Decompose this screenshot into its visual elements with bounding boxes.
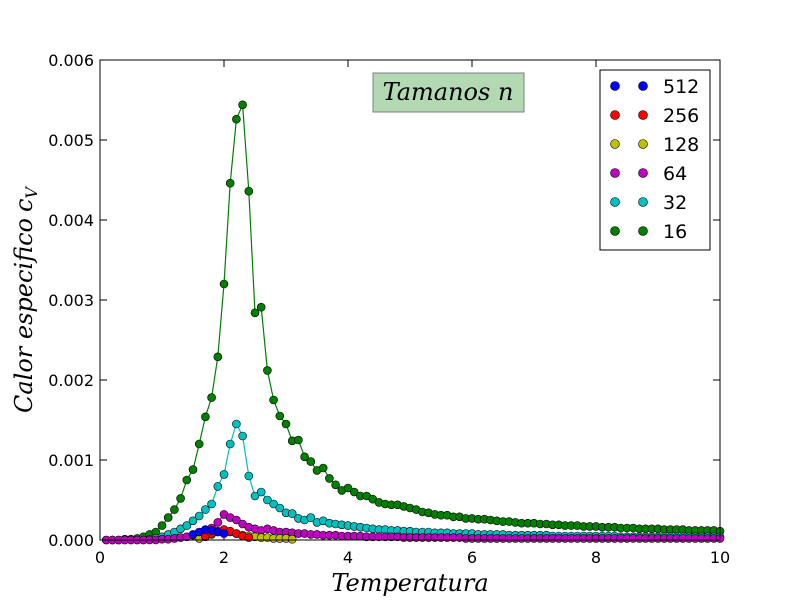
x-tick-label: 0 [95, 548, 105, 567]
data-point [207, 393, 216, 402]
legend-label: 16 [663, 221, 687, 243]
annotation-text: Tamanos n [383, 78, 514, 106]
data-point [188, 465, 198, 474]
y-axis-label-group: Calor especifico cV [10, 186, 41, 413]
x-tick-label: 4 [343, 548, 353, 567]
annotation-box: Tamanos n [372, 72, 525, 113]
data-point [207, 499, 216, 509]
data-point [263, 495, 272, 505]
data-point [201, 412, 210, 422]
data-point [349, 487, 359, 497]
legend-marker [610, 81, 620, 91]
legend-label: 64 [663, 163, 687, 185]
data-point [194, 511, 204, 521]
annotation-background [372, 72, 525, 113]
y-tick-label: 0.002 [48, 371, 94, 390]
data-point [294, 435, 303, 445]
data-point [238, 431, 247, 441]
data-point [244, 186, 254, 196]
data-point [238, 100, 247, 110]
y-tick-label: 0.006 [48, 51, 94, 70]
x-tick-label: 2 [219, 548, 229, 567]
series-layer [101, 100, 725, 545]
legend-label: 128 [663, 134, 699, 156]
legend-label: 512 [663, 76, 699, 98]
data-point [269, 499, 278, 509]
data-point [225, 178, 235, 188]
data-point [318, 463, 328, 473]
data-point [269, 395, 278, 405]
data-point [300, 452, 309, 462]
legend-label: 32 [663, 192, 687, 214]
legend-marker [610, 226, 620, 236]
y-tick-label: 0.003 [48, 291, 94, 310]
x-tick-label: 8 [591, 548, 601, 567]
plot-frame [99, 59, 721, 541]
data-point [232, 419, 241, 429]
data-point [250, 491, 260, 501]
y-tick-label: 0.000 [48, 531, 94, 550]
series-512 [188, 525, 229, 539]
data-point [331, 480, 340, 490]
legend-marker [638, 226, 648, 236]
axis-ticks: 0 2 4 6 8 10 0.000 0.001 0.002 0.003 0.004 0.005 0.0… [48, 51, 730, 567]
series-16 [108, 100, 725, 545]
y-tick-label: 0.004 [48, 211, 94, 230]
x-axis-label: Temperatura [331, 569, 488, 597]
legend-frame [599, 69, 711, 251]
legend: 512 256 128 64 32 16 [599, 69, 711, 251]
data-point [182, 521, 192, 530]
data-point [157, 521, 167, 530]
data-point [275, 411, 285, 421]
data-point [201, 505, 210, 514]
data-point [219, 470, 229, 479]
legend-marker [610, 168, 620, 178]
data-point [232, 515, 241, 525]
data-point [256, 302, 266, 312]
data-point [256, 487, 266, 497]
x-tick-label: 6 [467, 548, 477, 567]
data-point [287, 509, 297, 518]
data-point [250, 308, 260, 318]
legend-marker [638, 139, 648, 149]
y-axis-label-sub: V [22, 186, 41, 199]
data-point [275, 503, 285, 513]
data-point [287, 534, 297, 544]
y-axis-label-main: Calor especifico [10, 218, 38, 413]
legend-marker [638, 168, 648, 178]
legend-marker [638, 81, 648, 91]
data-point [219, 529, 229, 538]
data-point [213, 518, 223, 527]
legend-marker [638, 197, 648, 207]
data-point [188, 516, 198, 526]
data-point [170, 505, 179, 514]
x-tick-label: 10 [710, 548, 730, 567]
y-tick-label: 0.005 [48, 131, 94, 150]
legend-label: 256 [663, 105, 699, 127]
data-point [163, 513, 173, 522]
y-axis-label: Calor especifico cV [10, 186, 41, 413]
data-point [194, 439, 204, 449]
data-point [182, 475, 192, 485]
data-point [325, 474, 334, 483]
y-tick-label: 0.001 [48, 451, 94, 470]
data-point [232, 114, 241, 124]
data-point [306, 457, 316, 466]
data-point [343, 483, 353, 493]
data-point [306, 513, 316, 522]
data-point [225, 439, 235, 449]
data-point [219, 279, 229, 289]
legend-marker [610, 139, 620, 149]
legend-marker [610, 110, 620, 120]
y-axis-label-c: c [10, 199, 38, 212]
data-point [244, 471, 254, 481]
legend-marker [610, 197, 620, 207]
legend-marker [638, 110, 648, 120]
data-point [263, 366, 272, 375]
data-point [213, 352, 223, 362]
data-point [213, 482, 223, 491]
data-point [281, 419, 291, 429]
data-point [176, 494, 185, 503]
